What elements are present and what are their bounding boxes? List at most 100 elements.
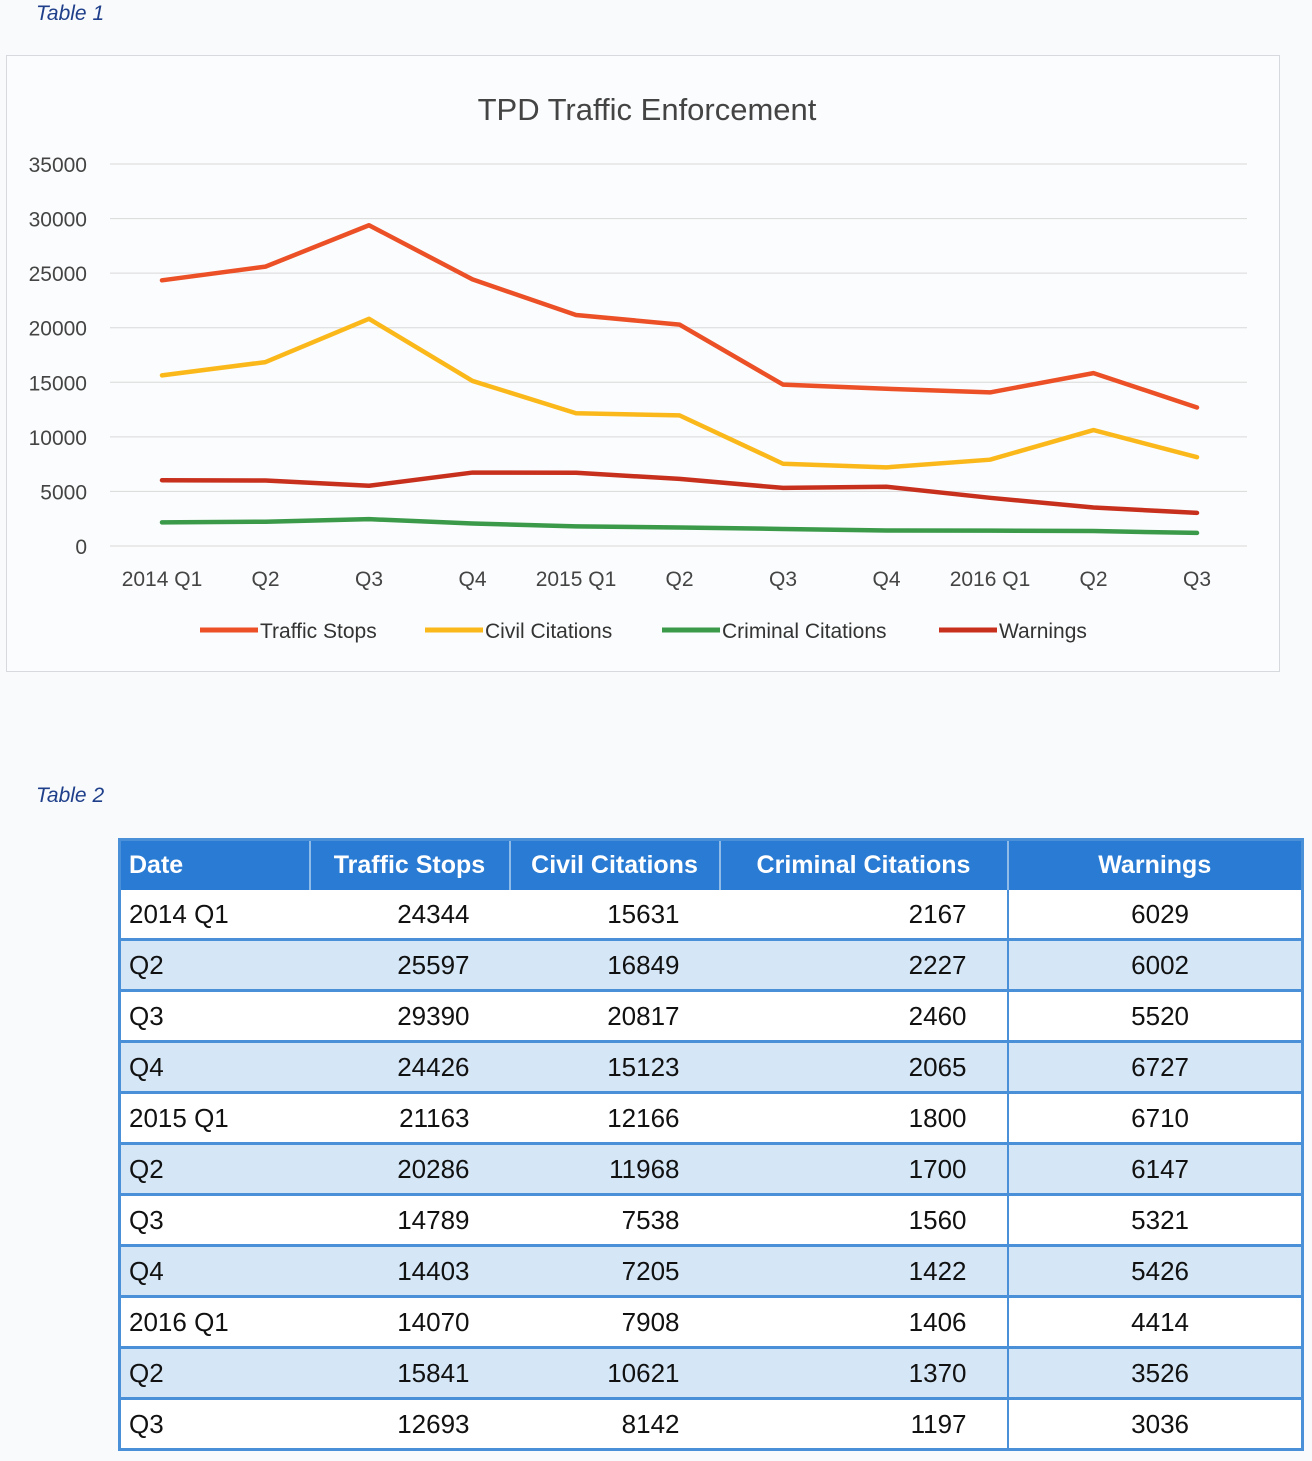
header-criminal-citations: Criminal Citations [719, 839, 1009, 890]
cell-traffic-stops: 21163 [309, 1092, 510, 1145]
cell-warnings: 5520 [1006, 990, 1303, 1043]
y-tick-label: 25000 [29, 263, 87, 286]
cell-traffic-stops: 25597 [309, 939, 510, 992]
table-row: Q2 25597 16849 2227 6002 [119, 939, 1303, 992]
cell-criminal-citations: 1422 [719, 1245, 1008, 1298]
cell-date: Q2 [119, 1347, 310, 1400]
cell-warnings: 6727 [1006, 1041, 1303, 1094]
cell-civil-citations: 8142 [509, 1398, 720, 1451]
cell-criminal-citations: 1197 [719, 1398, 1008, 1451]
series-line-warnings [159, 470, 1200, 516]
cell-warnings: 6002 [1006, 939, 1303, 992]
cell-criminal-citations: 2167 [719, 890, 1008, 941]
cell-warnings: 6147 [1006, 1143, 1303, 1196]
table-row: Q2 20286 11968 1700 6147 [119, 1143, 1303, 1196]
cell-warnings: 3526 [1006, 1347, 1303, 1400]
table-row: 2015 Q1 21163 12166 1800 6710 [119, 1092, 1303, 1145]
table-row: Q3 12693 8142 1197 3036 [119, 1398, 1303, 1451]
x-tick-label: Q3 [1183, 568, 1211, 591]
legend-label: Traffic Stops [260, 620, 377, 643]
table-row: Q3 29390 20817 2460 5520 [119, 990, 1303, 1043]
cell-civil-citations: 15123 [509, 1041, 720, 1094]
cell-civil-citations: 16849 [509, 939, 720, 992]
cell-criminal-citations: 2460 [719, 990, 1008, 1043]
cell-date: Q2 [119, 939, 310, 992]
table-row: 2014 Q1 24344 15631 2167 6029 [119, 890, 1303, 941]
y-tick-label: 5000 [40, 481, 87, 504]
cell-civil-citations: 15631 [509, 890, 720, 941]
cell-criminal-citations: 1800 [719, 1092, 1008, 1145]
cell-traffic-stops: 12693 [309, 1398, 510, 1451]
cell-criminal-citations: 1370 [719, 1347, 1008, 1400]
header-civil-citations: Civil Citations [509, 839, 721, 890]
cell-date: 2016 Q1 [119, 1296, 310, 1349]
cell-traffic-stops: 24426 [309, 1041, 510, 1094]
series-line-civil-citations [159, 316, 1200, 470]
x-tick-label: 2016 Q1 [950, 568, 1031, 591]
x-tick-label: Q4 [872, 568, 900, 591]
x-tick-label: Q2 [665, 568, 693, 591]
cell-traffic-stops: 14403 [309, 1245, 510, 1298]
cell-civil-citations: 7908 [509, 1296, 720, 1349]
cell-date: Q4 [119, 1041, 310, 1094]
cell-date: Q4 [119, 1245, 310, 1298]
legend-label: Criminal Citations [722, 620, 887, 643]
y-tick-label: 35000 [29, 154, 87, 177]
header-date: Date [119, 839, 311, 890]
cell-traffic-stops: 14789 [309, 1194, 510, 1247]
cell-warnings: 6029 [1006, 890, 1303, 941]
x-tick-label: 2015 Q1 [536, 568, 617, 591]
cell-date: Q3 [119, 1398, 310, 1451]
cell-criminal-citations: 1700 [719, 1143, 1008, 1196]
x-tick-label: 2014 Q1 [122, 568, 203, 591]
table2-caption: Table 2 [36, 784, 105, 807]
chart-container: TPD Traffic Enforcement 0 5000 10000 15000 20… [6, 55, 1280, 672]
cell-traffic-stops: 20286 [309, 1143, 510, 1196]
series-line-criminal-citations [159, 516, 1200, 536]
legend-label: Warnings [999, 620, 1087, 643]
y-tick-label: 0 [75, 536, 87, 559]
y-tick-label: 20000 [29, 318, 87, 341]
header-warnings: Warnings [1006, 839, 1303, 890]
cell-traffic-stops: 24344 [309, 890, 510, 941]
cell-traffic-stops: 15841 [309, 1347, 510, 1400]
cell-warnings: 3036 [1006, 1398, 1303, 1451]
cell-civil-citations: 7205 [509, 1245, 720, 1298]
table1-caption: Table 1 [36, 2, 105, 25]
cell-criminal-citations: 2065 [719, 1041, 1008, 1094]
cell-warnings: 6710 [1006, 1092, 1303, 1145]
cell-civil-citations: 11968 [509, 1143, 720, 1196]
y-tick-label: 10000 [29, 427, 87, 450]
table-row: 2016 Q1 14070 7908 1406 4414 [119, 1296, 1303, 1349]
cell-date: Q3 [119, 1194, 310, 1247]
series-line-traffic-stops [159, 222, 1200, 410]
cell-traffic-stops: 14070 [309, 1296, 510, 1349]
table-row: Q4 24426 15123 2065 6727 [119, 1041, 1303, 1094]
cell-criminal-citations: 1560 [719, 1194, 1008, 1247]
legend-label: Civil Citations [485, 620, 612, 643]
table-row: Q4 14403 7205 1422 5426 [119, 1245, 1303, 1298]
chart-title: TPD Traffic Enforcement [478, 92, 817, 127]
x-tick-label: Q3 [355, 568, 383, 591]
table-row: Q2 15841 10621 1370 3526 [119, 1347, 1303, 1400]
line-chart: TPD Traffic Enforcement 0 5000 10000 15000 20… [29, 92, 1247, 643]
x-tick-label: Q2 [251, 568, 279, 591]
header-traffic-stops: Traffic Stops [309, 839, 511, 890]
cell-civil-citations: 12166 [509, 1092, 720, 1145]
x-tick-label: Q3 [769, 568, 797, 591]
cell-traffic-stops: 29390 [309, 990, 510, 1043]
table-header-row: Date Traffic Stops Civil Citations Crimi… [119, 839, 1303, 890]
cell-date: 2015 Q1 [119, 1092, 310, 1145]
y-tick-label: 30000 [29, 209, 87, 232]
cell-date: Q2 [119, 1143, 310, 1196]
cell-warnings: 5321 [1006, 1194, 1303, 1247]
cell-civil-citations: 7538 [509, 1194, 720, 1247]
y-tick-label: 15000 [29, 372, 87, 395]
cell-criminal-citations: 1406 [719, 1296, 1008, 1349]
enforcement-table: Date Traffic Stops Civil Citations Crimi… [118, 838, 1304, 1451]
cell-date: Q3 [119, 990, 310, 1043]
cell-civil-citations: 10621 [509, 1347, 720, 1400]
cell-warnings: 4414 [1006, 1296, 1303, 1349]
cell-date: 2014 Q1 [119, 890, 310, 941]
cell-criminal-citations: 2227 [719, 939, 1008, 992]
